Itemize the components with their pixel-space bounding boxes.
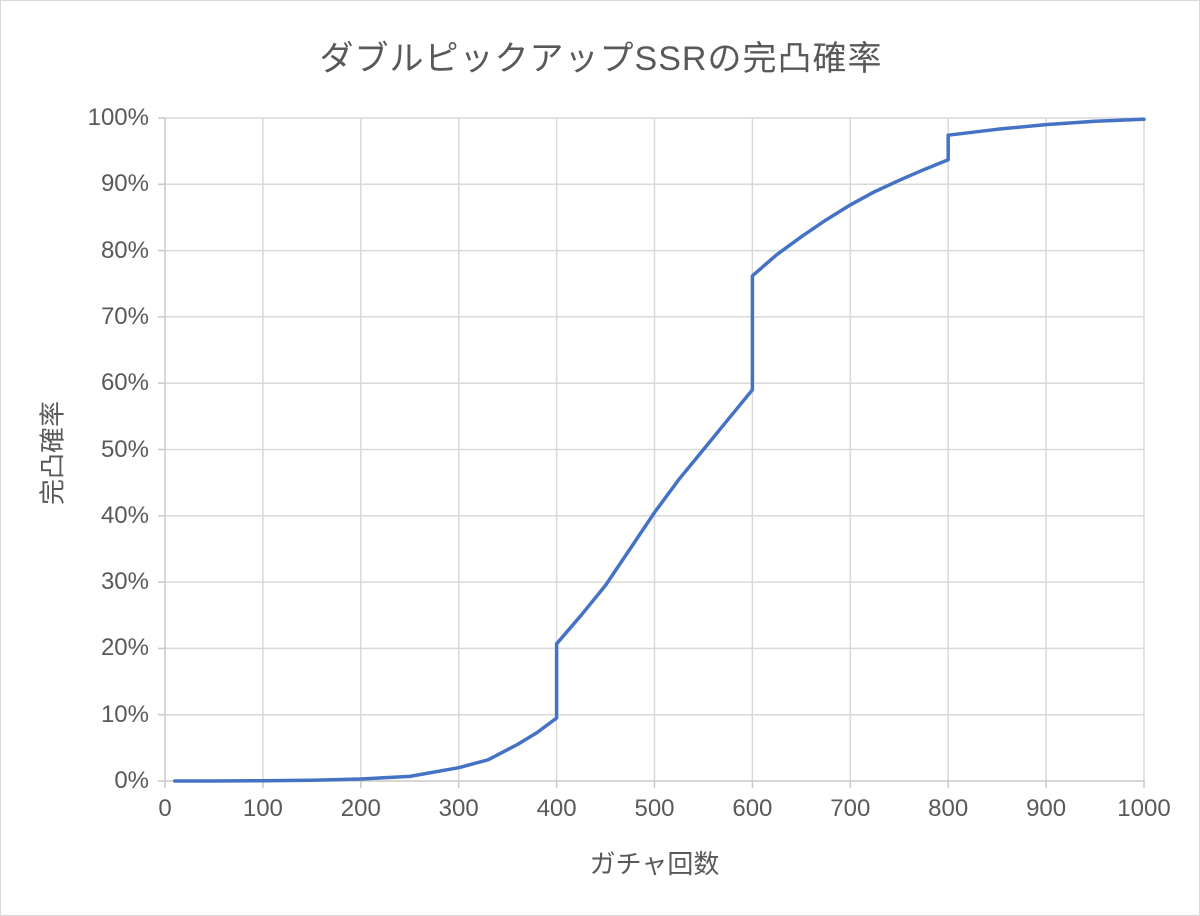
y-tick-label: 60% <box>100 369 149 397</box>
x-tick-label: 600 <box>732 795 773 822</box>
y-tick-label: 20% <box>100 634 149 662</box>
x-tick-label: 300 <box>438 795 479 822</box>
y-tick-label: 40% <box>100 501 149 529</box>
x-tick-label: 100 <box>242 795 283 822</box>
x-tick-label: 700 <box>830 795 871 822</box>
x-tick-label: 800 <box>928 795 969 822</box>
x-tick-label: 500 <box>634 795 675 822</box>
x-tick-label: 0 <box>158 795 172 822</box>
y-tick-label: 80% <box>100 236 149 264</box>
data-line-series <box>173 117 1146 783</box>
y-tick-label: 10% <box>100 700 149 728</box>
x-tick-label: 1000 <box>1117 795 1171 822</box>
y-tick-label: 30% <box>100 568 149 596</box>
y-tick-label: 90% <box>100 170 149 198</box>
y-tick-label: 50% <box>100 435 149 463</box>
y-axis-title: 完凸確率 <box>37 400 68 506</box>
x-tick-label: 900 <box>1026 795 1067 822</box>
y-tick-label: 0% <box>114 767 149 794</box>
chart-title: ダブルピックアップSSRの完凸確率 <box>319 40 883 78</box>
x-tick-label: 200 <box>340 795 381 822</box>
y-tick-label: 100% <box>87 104 149 131</box>
x-axis-title: ガチャ回数 <box>589 849 720 879</box>
y-tick-label: 70% <box>100 302 149 330</box>
x-tick-label: 400 <box>536 795 577 822</box>
